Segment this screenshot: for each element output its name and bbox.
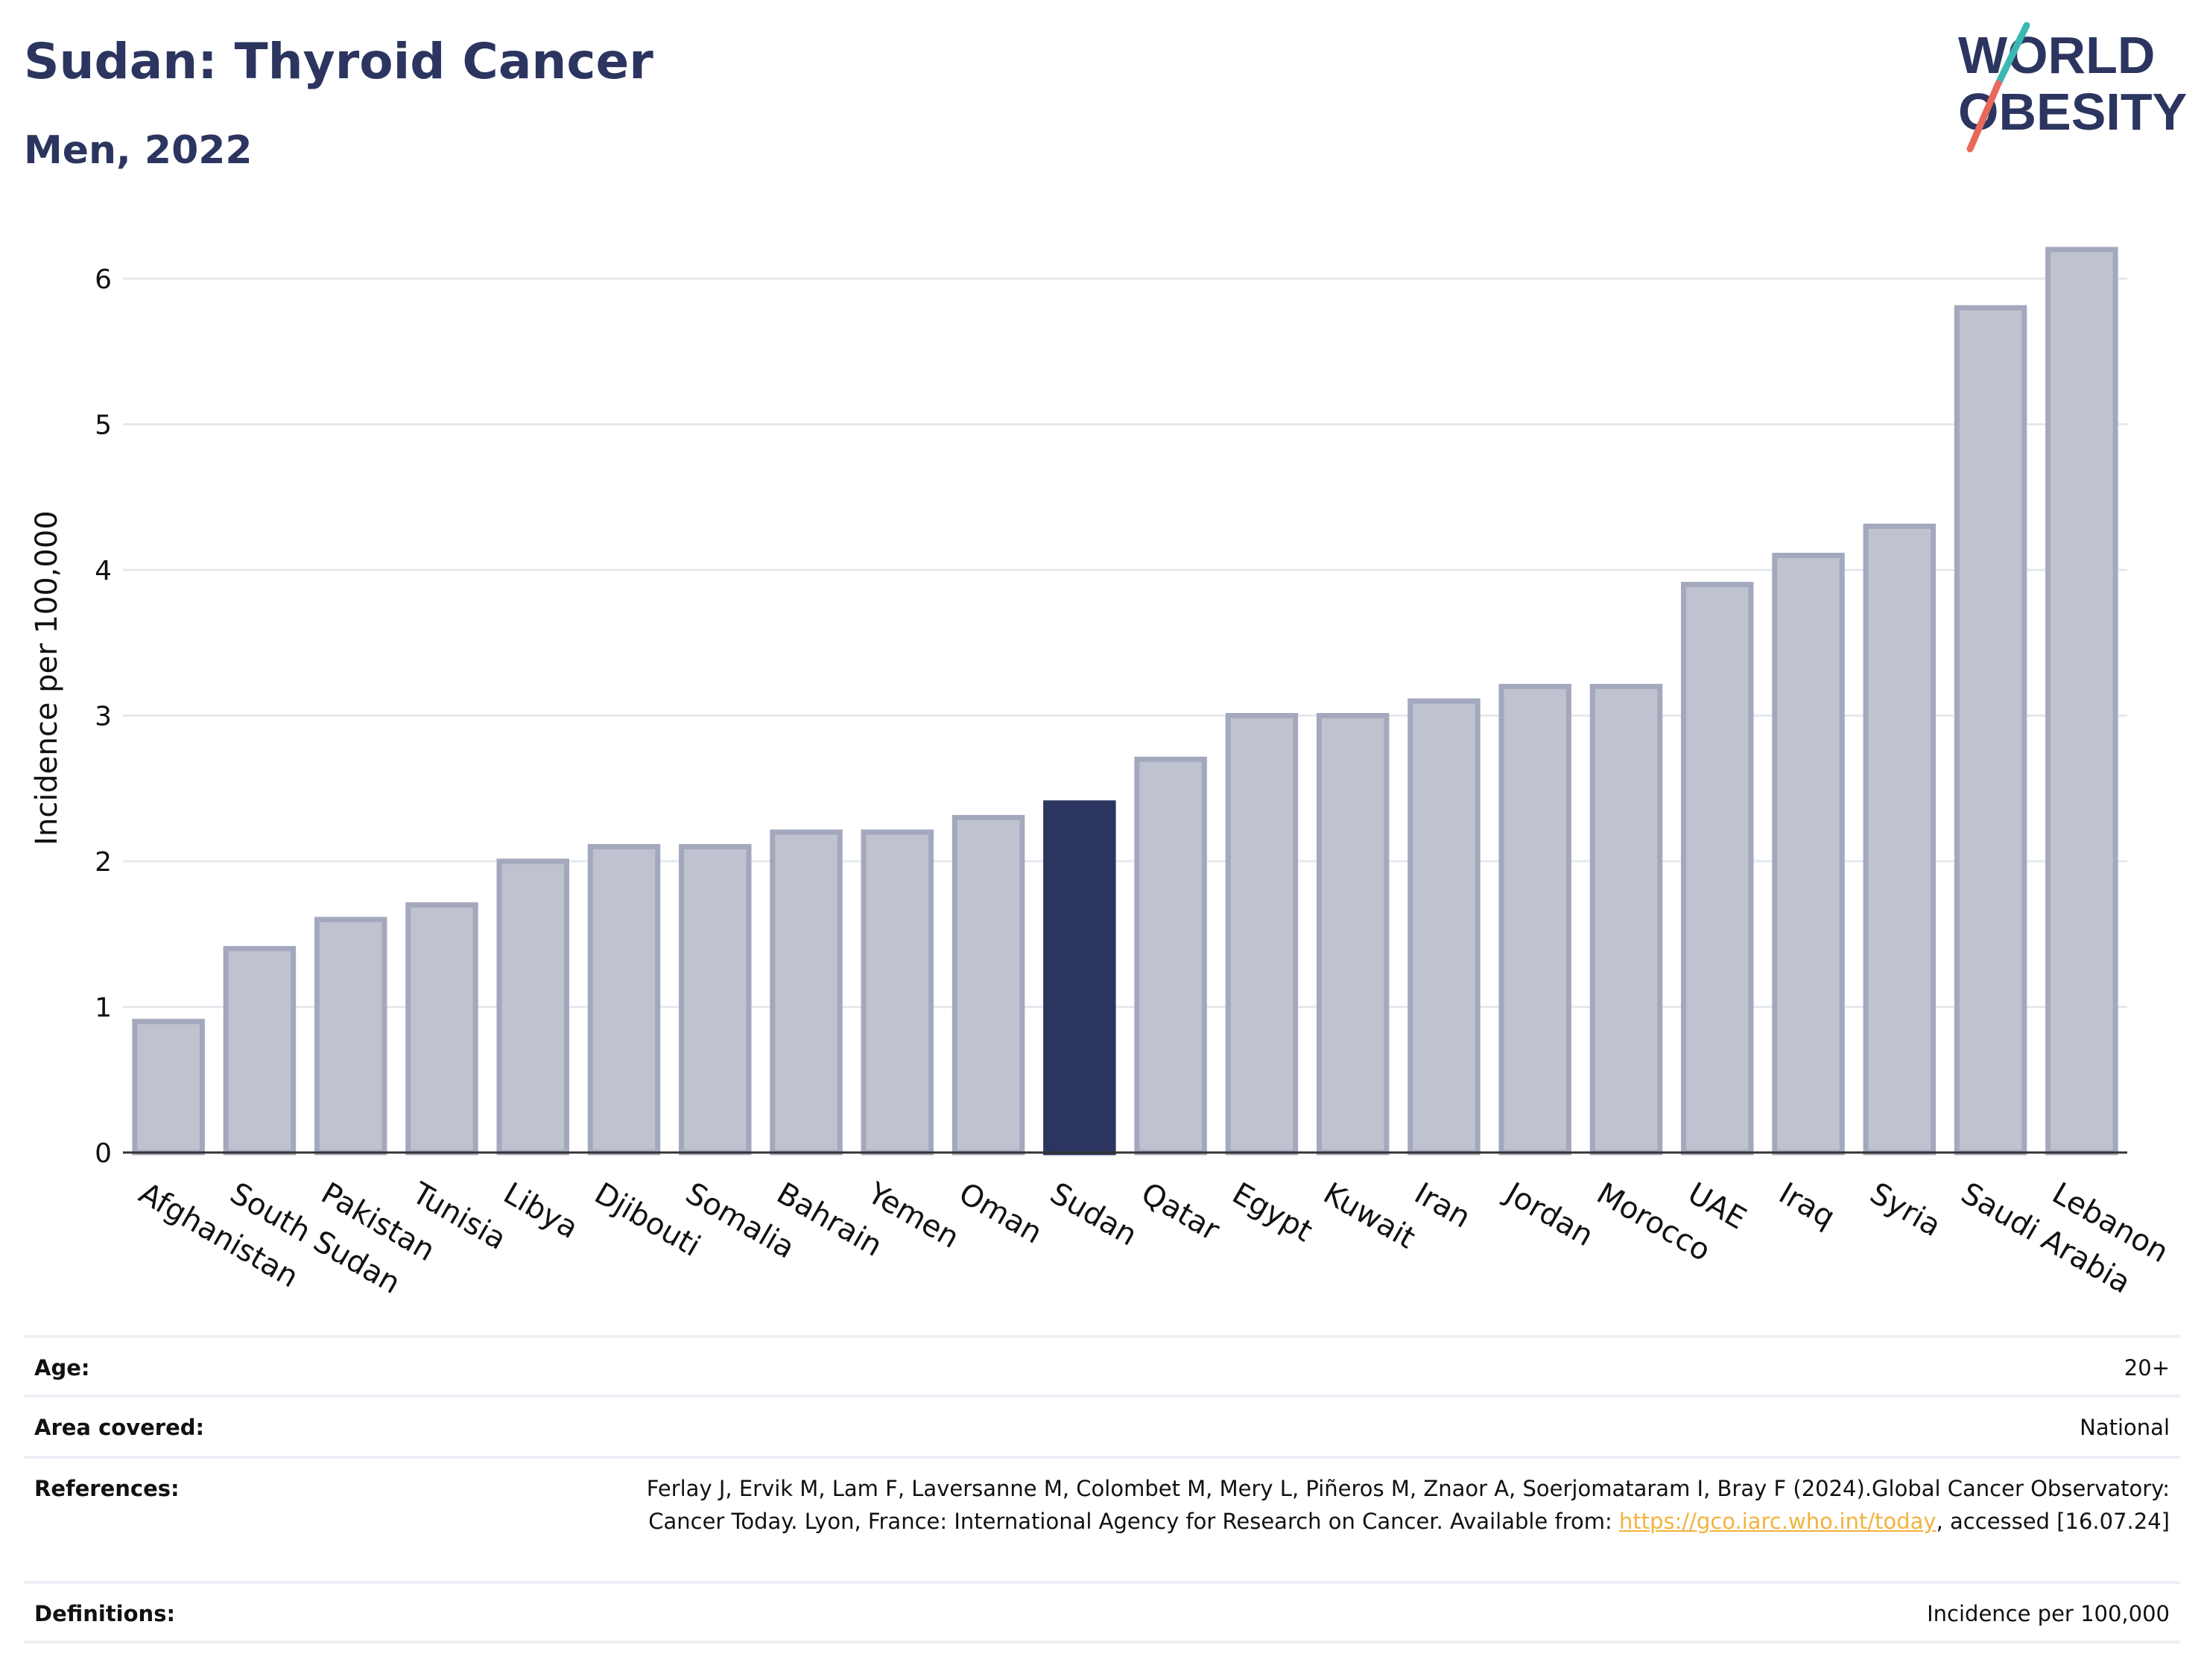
x-tick-label: Qatar (1136, 1176, 1226, 1248)
bar-kuwait (1316, 713, 1390, 1156)
logo-slash-bottom (1966, 80, 2002, 153)
bar-uae (1681, 582, 1754, 1156)
bars (132, 247, 2118, 1156)
x-tick-label: Syria (1864, 1176, 1947, 1243)
bar-saudi-arabia (1954, 305, 2027, 1156)
area-row: Area covered: National (24, 1395, 2180, 1456)
age-row: Age: 20+ (24, 1335, 2180, 1395)
x-tick-label: Kuwait (1317, 1176, 1421, 1256)
bar-morocco (1589, 683, 1663, 1156)
world-obesity-logo: WORLD OBESITY (1958, 22, 2187, 153)
y-tick-label: 0 (95, 1138, 112, 1169)
bar-south-sudan (223, 945, 297, 1156)
x-tick-label: Libya (498, 1176, 584, 1246)
definitions-value: Incidence per 100,000 (1927, 1601, 2170, 1626)
bar-syria (1863, 523, 1937, 1156)
y-tick-label: 2 (95, 847, 112, 878)
definitions-row: Definitions: Incidence per 100,000 (24, 1581, 2180, 1643)
bar-pakistan (314, 916, 387, 1156)
bar-afghanistan (132, 1018, 205, 1156)
y-tick-label: 6 (95, 264, 112, 295)
bar-lebanon (2045, 247, 2118, 1156)
x-tick-label: Egypt (1226, 1176, 1318, 1249)
y-tick-label: 4 (95, 556, 112, 586)
bar-libya (496, 858, 569, 1156)
references-value: Ferlay J, Ervik M, Lam F, Laversanne M, … (642, 1459, 2170, 1538)
bar-yemen (861, 829, 934, 1156)
bar-somalia (679, 843, 752, 1156)
references-label: References: (34, 1476, 180, 1501)
logo-line1: WORLD (1958, 26, 2155, 84)
y-axis-label: Incidence per 100,000 (30, 510, 64, 846)
bar-egypt (1225, 713, 1299, 1156)
references-text: Ferlay J, Ervik M, Lam F, Laversanne M, … (646, 1476, 2170, 1534)
bar-sudan (1043, 800, 1116, 1156)
chart-title: Sudan: Thyroid Cancer (24, 33, 653, 90)
definitions-label: Definitions: (34, 1601, 176, 1626)
age-label: Age: (34, 1355, 90, 1381)
x-tick-label: Iraq (1773, 1176, 1841, 1235)
bar-oman (951, 814, 1025, 1156)
y-tick-label: 5 (95, 411, 112, 441)
logo-slash-top (1995, 22, 2030, 87)
metadata-table: Age: 20+ Area covered: National Referenc… (24, 1335, 2180, 1643)
references-row: References: Ferlay J, Ervik M, Lam F, La… (24, 1456, 2180, 1581)
x-tick-label: Jordan (1498, 1175, 1599, 1253)
bar-iraq (1772, 552, 1845, 1156)
age-value: 20+ (2124, 1355, 2170, 1381)
bar-tunisia (405, 902, 478, 1156)
x-tick-label: Sudan (1044, 1176, 1142, 1253)
bar-jordan (1498, 683, 1571, 1156)
bar-djibouti (587, 843, 661, 1156)
area-label: Area covered: (34, 1415, 205, 1440)
area-value: National (2080, 1415, 2170, 1440)
bar-bahrain (770, 829, 843, 1156)
x-tick-label: Djibouti (589, 1176, 706, 1264)
references-accessed: , accessed [16.07.24] (1936, 1509, 2170, 1534)
references-link[interactable]: https://gco.iarc.who.int/today (1618, 1509, 1937, 1534)
y-tick-label: 1 (95, 993, 112, 1024)
chart-subtitle: Men, 2022 (24, 128, 253, 173)
x-tick-label: Oman (953, 1176, 1048, 1251)
y-tick-label: 3 (95, 702, 112, 732)
bar-qatar (1134, 756, 1207, 1156)
bar-iran (1407, 698, 1481, 1156)
